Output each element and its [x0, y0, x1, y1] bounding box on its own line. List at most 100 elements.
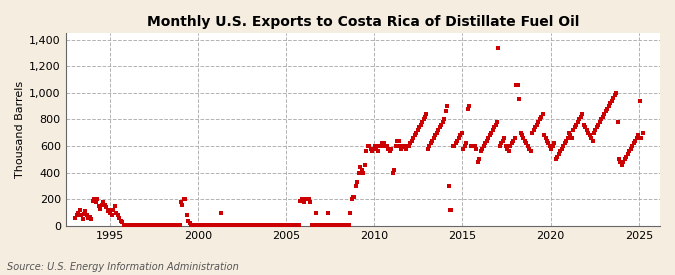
- Point: [440, 109, 451, 114]
- Point: [300, 197, 311, 202]
- Point: [315, 223, 326, 227]
- Point: [554, 152, 564, 156]
- Point: [362, 144, 373, 148]
- Point: [174, 223, 185, 227]
- Point: [173, 223, 184, 227]
- Point: [296, 197, 307, 202]
- Point: [345, 210, 356, 215]
- Point: [393, 139, 404, 143]
- Point: [464, 104, 475, 108]
- Point: [313, 223, 323, 227]
- Point: [274, 223, 285, 227]
- Point: [281, 223, 292, 227]
- Point: [483, 136, 493, 140]
- Point: [249, 223, 260, 227]
- Point: [436, 123, 447, 127]
- Point: [606, 99, 617, 103]
- Point: [565, 133, 576, 138]
- Point: [76, 213, 86, 218]
- Point: [275, 223, 286, 227]
- Point: [220, 223, 231, 227]
- Point: [218, 223, 229, 227]
- Point: [230, 223, 241, 227]
- Point: [411, 131, 422, 135]
- Point: [605, 101, 616, 106]
- Point: [126, 223, 136, 227]
- Point: [624, 149, 634, 153]
- Point: [214, 223, 225, 227]
- Point: [114, 216, 125, 220]
- Point: [608, 96, 618, 100]
- Point: [489, 125, 500, 130]
- Point: [439, 117, 450, 122]
- Point: [343, 223, 354, 227]
- Point: [596, 117, 607, 122]
- Point: [309, 223, 320, 227]
- Point: [437, 120, 448, 124]
- Point: [99, 202, 110, 207]
- Point: [374, 144, 385, 148]
- Point: [477, 147, 488, 151]
- Point: [515, 131, 526, 135]
- Point: [306, 223, 317, 227]
- Point: [509, 136, 520, 140]
- Point: [581, 128, 592, 132]
- Point: [288, 223, 298, 227]
- Point: [259, 223, 270, 227]
- Point: [336, 223, 347, 227]
- Point: [555, 149, 566, 153]
- Point: [404, 144, 414, 148]
- Point: [620, 157, 630, 161]
- Point: [198, 223, 209, 227]
- Point: [540, 136, 551, 140]
- Point: [70, 216, 80, 220]
- Point: [92, 197, 103, 202]
- Point: [256, 223, 267, 227]
- Point: [200, 223, 211, 227]
- Point: [74, 208, 85, 212]
- Point: [427, 139, 438, 143]
- Point: [122, 223, 132, 227]
- Point: [614, 157, 624, 161]
- Point: [522, 144, 533, 148]
- Point: [183, 218, 194, 223]
- Point: [490, 123, 501, 127]
- Point: [546, 147, 557, 151]
- Point: [180, 197, 191, 202]
- Point: [443, 184, 454, 188]
- Point: [89, 197, 100, 202]
- Point: [412, 128, 423, 132]
- Point: [267, 223, 277, 227]
- Point: [144, 223, 155, 227]
- Point: [472, 160, 483, 164]
- Point: [537, 112, 548, 116]
- Point: [171, 223, 182, 227]
- Point: [452, 139, 463, 143]
- Point: [379, 141, 389, 145]
- Point: [123, 223, 134, 227]
- Point: [165, 223, 176, 227]
- Point: [445, 208, 456, 212]
- Point: [634, 99, 645, 103]
- Point: [637, 131, 648, 135]
- Point: [520, 139, 531, 143]
- Point: [136, 223, 146, 227]
- Point: [113, 213, 124, 218]
- Point: [480, 141, 491, 145]
- Point: [368, 147, 379, 151]
- Point: [95, 207, 105, 211]
- Point: [167, 223, 178, 227]
- Point: [130, 223, 141, 227]
- Point: [462, 107, 473, 111]
- Point: [289, 223, 300, 227]
- Title: Monthly U.S. Exports to Costa Rica of Distillate Fuel Oil: Monthly U.S. Exports to Costa Rica of Di…: [146, 15, 579, 29]
- Point: [545, 144, 556, 148]
- Point: [88, 198, 99, 203]
- Point: [290, 223, 301, 227]
- Point: [196, 223, 207, 227]
- Point: [441, 104, 452, 108]
- Point: [418, 117, 429, 122]
- Point: [433, 128, 443, 132]
- Point: [182, 213, 192, 218]
- Point: [603, 104, 614, 108]
